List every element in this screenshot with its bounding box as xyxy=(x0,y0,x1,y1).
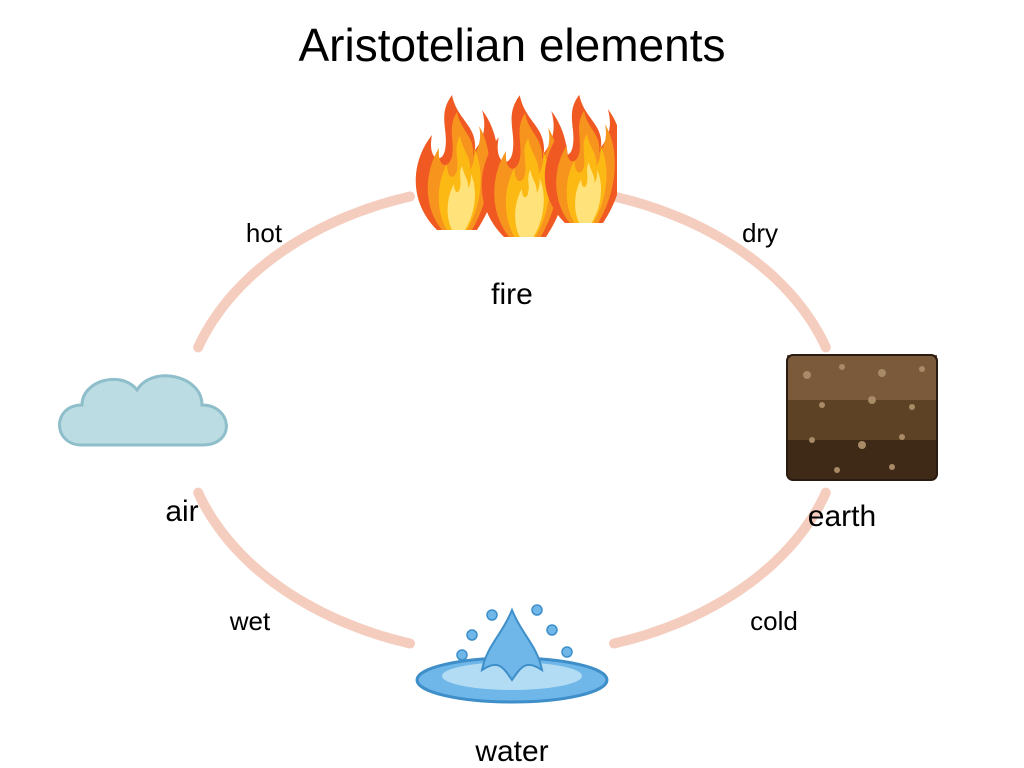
earth-icon xyxy=(782,345,942,485)
diagram-stage: Aristotelian elements fire earth water a… xyxy=(0,0,1024,768)
earth-node xyxy=(782,345,942,485)
fire-icon xyxy=(407,90,617,240)
fire-node xyxy=(407,90,617,240)
water-node xyxy=(402,580,622,710)
air-node xyxy=(42,345,242,475)
quality-dry: dry xyxy=(700,218,820,249)
earth-label: earth xyxy=(762,500,922,534)
air-label: air xyxy=(102,495,262,529)
water-label: water xyxy=(432,735,592,768)
water-icon xyxy=(402,580,622,710)
air-icon xyxy=(42,345,242,475)
quality-hot: hot xyxy=(204,218,324,249)
quality-cold: cold xyxy=(714,606,834,637)
quality-wet: wet xyxy=(190,606,310,637)
fire-label: fire xyxy=(432,278,592,312)
